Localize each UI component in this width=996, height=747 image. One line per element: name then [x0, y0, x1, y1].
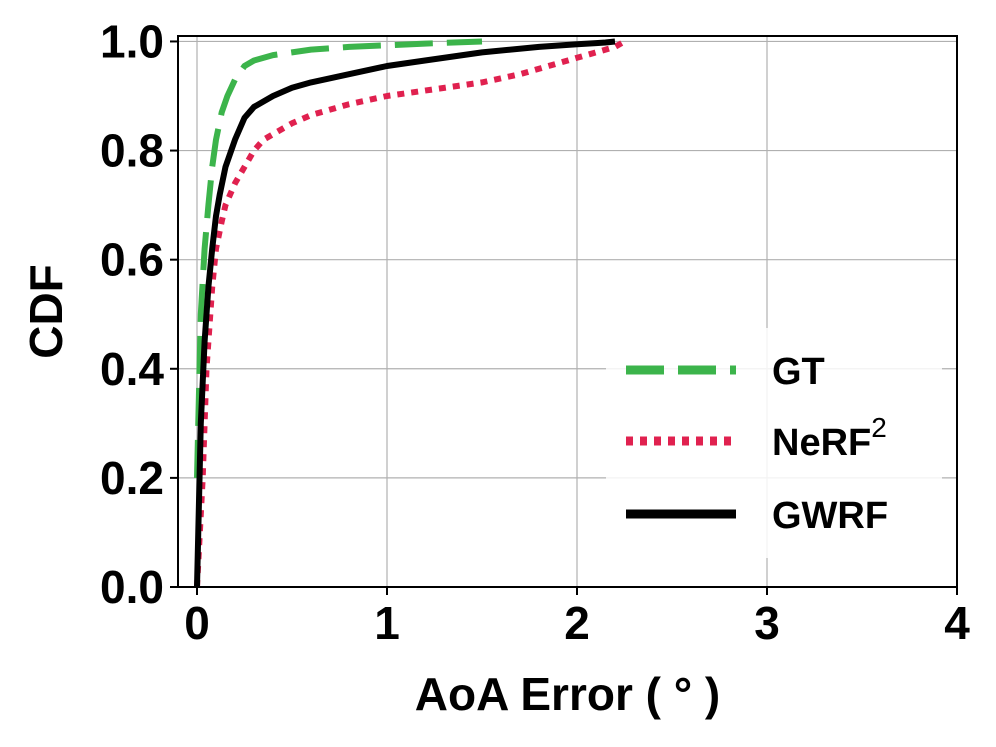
- x-tick-label: 2: [564, 597, 590, 649]
- series-line-nerf2: [194, 38, 626, 588]
- legend-label-text: NeRF: [772, 422, 871, 464]
- plot-frame: [177, 35, 958, 588]
- series-lines: [194, 38, 626, 588]
- x-tick-label: 0: [184, 597, 210, 649]
- legend: GT NeRF2 GWRF: [606, 328, 942, 558]
- x-axis-title: AoA Error ( ° ): [415, 668, 720, 720]
- y-tick-label: 0.0: [100, 561, 164, 613]
- y-tick-label: 0.2: [100, 452, 164, 504]
- y-tick-label: 0.6: [100, 234, 164, 286]
- legend-label-gwrf: GWRF: [772, 495, 888, 537]
- legend-label-nerf2: NeRF2: [772, 412, 887, 464]
- legend-label-gt: GT: [772, 351, 825, 393]
- y-tick-label: 0.4: [100, 343, 164, 395]
- x-tick-label: 4: [944, 597, 970, 649]
- series-line-gwrf: [194, 38, 616, 588]
- series-line-gt: [194, 38, 483, 478]
- legend-label-text: GT: [772, 351, 825, 393]
- y-axis-title: CDF: [20, 264, 72, 359]
- x-tick-label: 3: [754, 597, 780, 649]
- x-tick-label: 1: [374, 597, 400, 649]
- axis-ticks: 0 1 2 3 4 0.0 0.2 0.4 0.6 0.8 1.0: [100, 15, 970, 649]
- legend-label-superscript: 2: [871, 412, 887, 443]
- y-tick-label: 1.0: [100, 15, 164, 67]
- y-tick-label: 0.8: [100, 125, 164, 177]
- legend-label-text: GWRF: [772, 495, 888, 537]
